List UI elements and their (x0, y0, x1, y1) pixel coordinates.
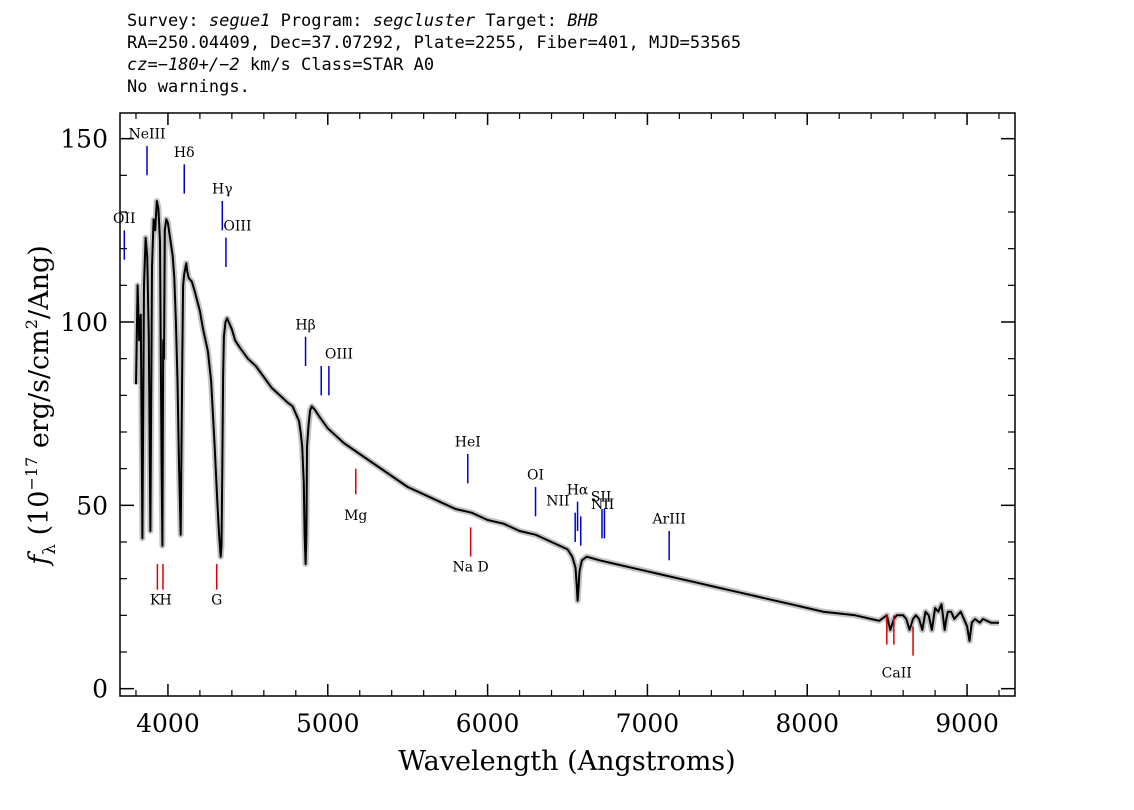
x-tick-label: 6000 (456, 709, 520, 738)
absorption-line-label: K (150, 592, 161, 608)
target-label: Target: (485, 11, 557, 31)
emission-line-label: NeIII (128, 127, 165, 143)
x-axis-title: Wavelength (Angstroms) (398, 746, 735, 777)
y-axis-squared: 2 (22, 319, 41, 329)
emission-line-label: Hα (567, 482, 589, 498)
emission-line-label: Hβ (295, 317, 315, 333)
survey-value: segue1 (208, 11, 271, 31)
emission-line-label: NII (591, 497, 614, 513)
header-line-warnings: No warnings. (127, 77, 250, 97)
program-label: Program: (280, 11, 363, 31)
y-axis-title: fλ (10−17 erg/s/cm2/Ang) (22, 245, 60, 567)
absorption-line-label: Na D (453, 559, 489, 575)
x-tick-label: 5000 (296, 709, 360, 738)
y-axis-units-b: erg/s/cm (24, 329, 55, 457)
error-band (133, 198, 999, 644)
plot-frame (119, 112, 1016, 697)
y-axis-units-c: /Ang) (24, 245, 55, 319)
y-axis-symbol-subscript: λ (40, 544, 60, 555)
absorption-line-label: CaII (882, 666, 912, 682)
y-tick-label: 150 (60, 125, 108, 154)
emission-line-label: ArIII (651, 512, 685, 528)
target-value: BHB (567, 11, 598, 31)
y-axis-units-a: (10 (24, 491, 55, 544)
y-axis-exponent: −17 (22, 457, 41, 491)
emission-line-label: OIII (325, 347, 353, 363)
survey-label: Survey: (127, 11, 199, 31)
emission-line-label: OII (113, 211, 136, 227)
class-value: km/s Class=STAR A0 (249, 55, 435, 75)
emission-line-label: Hδ (174, 145, 195, 161)
spectrum-line (135, 200, 999, 642)
y-tick-label: 50 (76, 491, 108, 520)
x-tick-label: 7000 (616, 709, 680, 738)
header-line-redshift: cz=−180+/−2 km/s Class=STAR A0 (127, 54, 741, 76)
absorption-line-label: H (159, 592, 171, 608)
x-tick-label: 8000 (775, 709, 839, 738)
emission-line-label: HeI (455, 435, 481, 451)
emission-line-label: NII (546, 493, 569, 509)
redshift-value: cz=−180+/−2 (127, 55, 240, 75)
program-value: segcluster (372, 11, 476, 31)
x-tick-label: 4000 (136, 709, 200, 738)
header-line-coordinates: RA=250.04409, Dec=37.07292, Plate=2255, … (127, 33, 742, 53)
spectrum-header: Survey: segue1 Program: segcluster Targe… (127, 10, 741, 98)
absorption-line-label: Mg (344, 508, 367, 524)
emission-line-label: SII (591, 490, 612, 506)
emission-line-label: Hγ (212, 182, 233, 198)
x-tick-label: 9000 (935, 709, 999, 738)
header-line-survey: Survey: segue1 Program: segcluster Targe… (127, 10, 741, 32)
y-tick-label: 100 (60, 308, 108, 337)
emission-line-label: OI (527, 468, 544, 484)
emission-line-label: OIII (223, 218, 251, 234)
y-tick-label: 0 (92, 675, 108, 704)
absorption-line-label: G (211, 592, 222, 608)
